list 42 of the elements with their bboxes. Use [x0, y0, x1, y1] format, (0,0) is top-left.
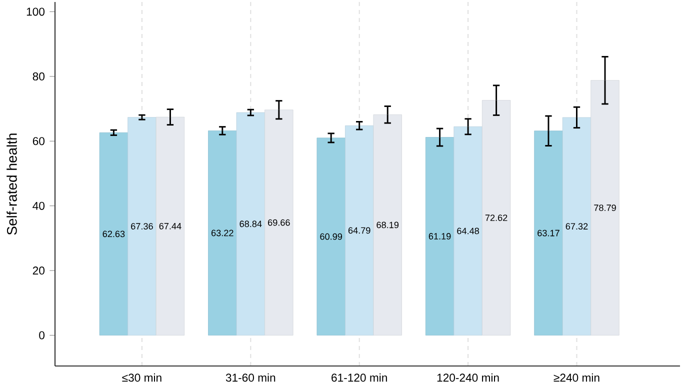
bar [236, 112, 265, 336]
bar [264, 110, 294, 336]
data-label: 68.19 [376, 222, 399, 228]
y-tick-label: 40 [32, 202, 45, 210]
bar [482, 100, 511, 336]
y-axis-title: Self-rated health [6, 134, 17, 235]
y-tick-label: 80 [32, 72, 45, 80]
bar [156, 116, 185, 336]
bar [99, 132, 128, 336]
bar [373, 114, 402, 336]
data-label: 67.36 [131, 223, 153, 230]
x-tick-label: 120-240 min [437, 373, 499, 382]
y-tick-label: 100 [26, 8, 45, 16]
bar [345, 125, 374, 336]
x-tick-label: ≥240 min [554, 373, 600, 382]
bar [590, 80, 620, 336]
y-tick-label: 20 [32, 266, 45, 275]
data-label: 63.22 [212, 230, 234, 236]
data-label: 64.48 [457, 228, 480, 234]
data-label: 78.79 [594, 204, 616, 212]
y-tick-label: 60 [32, 137, 45, 146]
bar [316, 138, 346, 336]
bar [425, 137, 454, 336]
x-tick-label: 61-120 min [332, 373, 387, 382]
data-label: 69.66 [268, 219, 290, 226]
data-label: 62.63 [102, 230, 125, 238]
data-label: 64.79 [348, 227, 370, 234]
data-label: 67.32 [566, 223, 588, 230]
data-label: 61.19 [428, 233, 451, 240]
bar [562, 117, 592, 336]
y-tick-label: 0 [39, 331, 45, 340]
data-label: 67.44 [159, 222, 182, 230]
data-label: 60.99 [320, 233, 342, 240]
data-label: 68.84 [240, 220, 262, 228]
data-label: 72.62 [485, 214, 508, 221]
bar [534, 130, 563, 336]
bar [128, 117, 156, 336]
bar [208, 130, 237, 336]
bar [454, 126, 482, 336]
data-label: 63.17 [538, 230, 560, 236]
x-tick-label: ≤30 min [122, 373, 162, 382]
x-tick-label: 31-60 min [226, 373, 276, 382]
